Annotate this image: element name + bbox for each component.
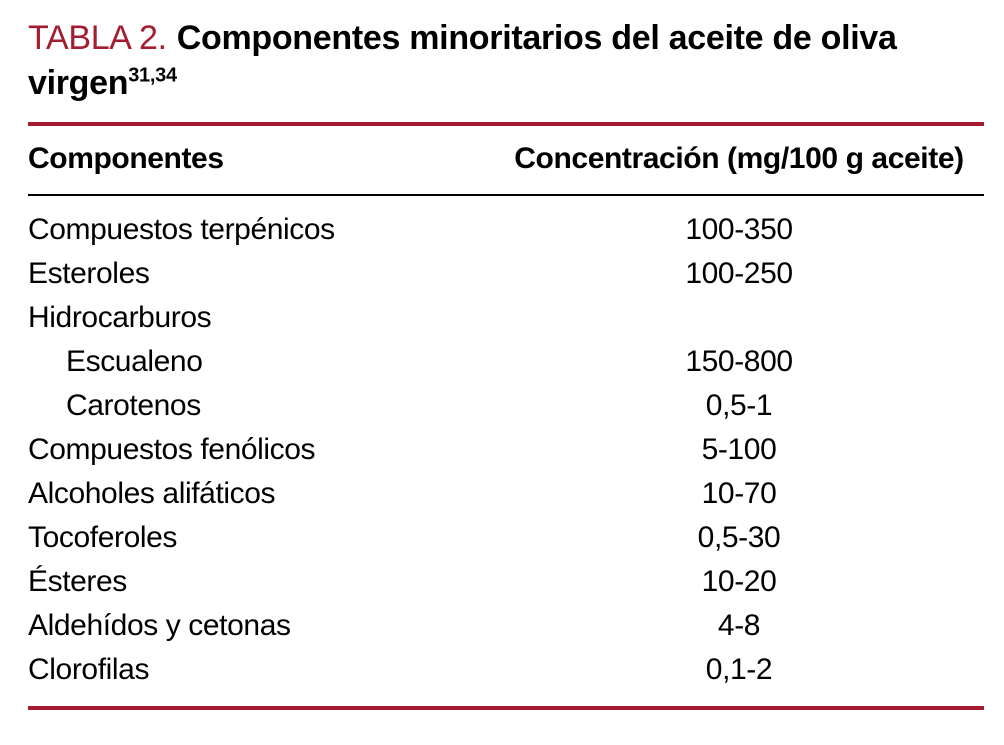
component-value: 100-250 (685, 257, 793, 290)
component-value: 4-8 (717, 609, 761, 642)
component-value: 100-350 (685, 213, 793, 246)
table-number: TABLA 2. (28, 19, 167, 57)
table-row: Hidrocarburos (28, 296, 984, 340)
table-row: Alcoholes alifáticos 10-70 (28, 472, 984, 516)
bottom-rule (28, 706, 984, 710)
table-row: Carotenos 0,5-1 (28, 384, 984, 428)
table-row: Esteroles 100-250 (28, 252, 984, 296)
table-row: Compuestos terpénicos 100-350 (28, 208, 984, 252)
component-name: Ésteres (28, 565, 127, 598)
component-value: 0,1-2 (705, 653, 773, 686)
citation-superscript: 31,34 (128, 64, 177, 87)
component-value: 0,5-30 (697, 521, 781, 554)
component-name: Compuestos terpénicos (28, 213, 335, 246)
table-caption: Componentes minoritarios del aceite de o… (28, 19, 897, 102)
component-name: Hidrocarburos (28, 301, 212, 334)
table-row: Compuestos fenólicos 5-100 (28, 428, 984, 472)
header-concentracion: Concentración (mg/100 g aceite) (514, 142, 964, 175)
table-row: Escualeno 150-800 (28, 340, 984, 384)
component-name: Clorofilas (28, 653, 150, 686)
component-value: 10-70 (701, 477, 777, 510)
title-rule (28, 122, 984, 126)
table-row: Aldehídos y cetonas 4-8 (28, 604, 984, 648)
table-title: TABLA 2. Componentes minoritarios del ace… (28, 16, 963, 106)
table-row: Ésteres 10-20 (28, 560, 984, 604)
table-body: Compuestos terpénicos 100-350 Esteroles … (28, 196, 984, 706)
component-name: Esteroles (28, 257, 150, 290)
component-name: Carotenos (66, 389, 201, 422)
component-value: 10-20 (701, 565, 777, 598)
component-name: Compuestos fenólicos (28, 433, 316, 466)
table-row: Clorofilas 0,1-2 (28, 648, 984, 692)
component-value: 150-800 (685, 345, 793, 378)
component-name: Alcoholes alifáticos (28, 477, 276, 510)
component-value: 5-100 (701, 433, 777, 466)
header-componentes: Componentes (28, 142, 224, 175)
component-value: 0,5-1 (705, 389, 773, 422)
component-name: Aldehídos y cetonas (28, 609, 291, 642)
header-rule (28, 194, 984, 196)
component-name: Tocoferoles (28, 521, 178, 554)
component-name: Escualeno (66, 345, 203, 378)
table-header-row: Componentes Concentración (mg/100 g acei… (28, 126, 984, 194)
table-row: Tocoferoles 0,5-30 (28, 516, 984, 560)
